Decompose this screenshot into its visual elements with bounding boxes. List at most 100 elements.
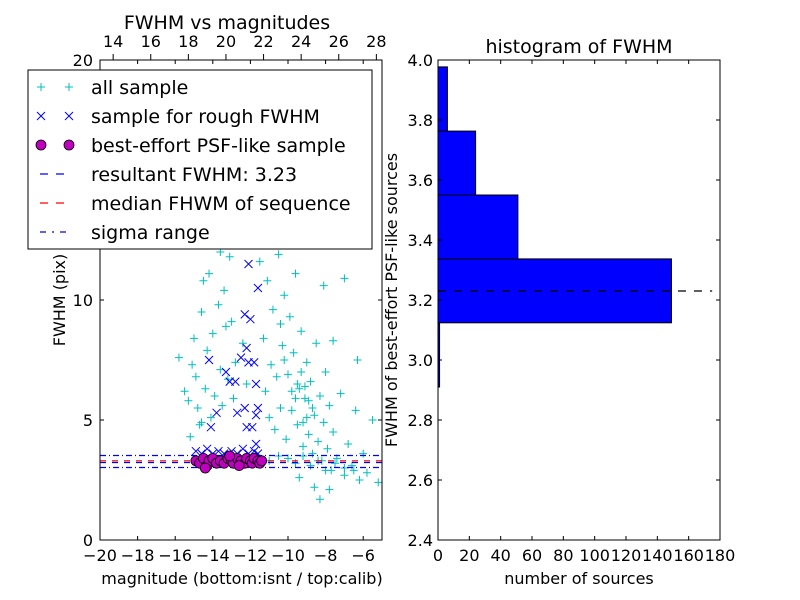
scatter-point-all-sample [304, 396, 313, 405]
legend-label: all sample [91, 77, 188, 99]
scatter-point-all-sample [308, 404, 317, 412]
scatter-point-all-sample [331, 459, 339, 468]
scatter-point-all-sample [293, 420, 302, 429]
y-tick-label: 3.6 [408, 171, 433, 190]
scatter-point-rough-sample [242, 343, 251, 353]
y-tick-label: 10 [73, 291, 93, 310]
scatter-point-all-sample [268, 305, 277, 314]
scatter-point-all-sample [310, 411, 319, 420]
x-tick-label: −12 [234, 546, 268, 565]
scatter-point-all-sample [340, 274, 349, 283]
scatter-point-all-sample [319, 418, 328, 427]
scatter-point-all-sample [323, 444, 332, 453]
histogram-ylabel: FWHM of best-effort PSF-like sources [382, 153, 401, 447]
scatter-point-all-sample [272, 372, 281, 381]
scatter-point-all-sample [203, 346, 212, 355]
scatter-point-all-sample [255, 257, 264, 266]
scatter-point-all-sample [190, 334, 198, 343]
scatter-point-all-sample [210, 392, 219, 400]
scatter-point-rough-sample [221, 367, 231, 377]
legend-circle-icon [35, 139, 47, 151]
top-x-tick-label: 22 [253, 32, 273, 51]
scatter-point-all-sample [304, 430, 313, 439]
scatter-point-rough-sample [251, 410, 261, 420]
scatter-point-all-sample [351, 406, 360, 415]
scatter-point-all-sample [302, 358, 311, 367]
scatter-point-all-sample [225, 252, 234, 261]
top-x-tick-label: 26 [329, 32, 349, 51]
legend-label: sample for rough FWHM [91, 106, 320, 128]
top-x-tick-label: 16 [141, 32, 161, 51]
scatter-point-rough-sample [242, 422, 251, 432]
scatter-point-all-sample [191, 372, 200, 381]
scatter-point-all-sample [206, 413, 215, 422]
scatter-point-all-sample [306, 377, 315, 386]
scatter-point-all-sample [238, 339, 247, 348]
scatter-point-all-sample [325, 401, 334, 410]
scatter-point-all-sample [197, 308, 206, 316]
scatter-point-all-sample [278, 341, 287, 350]
scatter-point-all-sample [329, 428, 338, 436]
scatter-point-all-sample [242, 380, 251, 388]
x-tick-label: −10 [271, 546, 305, 565]
scatter-point-all-sample [374, 478, 382, 487]
x-tick-label: −8 [314, 546, 338, 565]
scatter-point-all-sample [300, 382, 309, 391]
legend-plus-icon [65, 83, 73, 91]
y-tick-label: 4.0 [408, 51, 433, 70]
scatter-xlabel: magnitude (bottom:isnt / top:calib) [101, 569, 382, 588]
scatter-point-all-sample [312, 339, 321, 348]
legend-label: resultant FWHM: 3.23 [91, 164, 297, 186]
scatter-point-all-sample [188, 360, 197, 369]
scatter-point-all-sample [270, 425, 279, 434]
scatter-point-psf-sample [199, 462, 211, 474]
scatter-point-rough-sample [251, 439, 261, 449]
scatter-point-all-sample [295, 384, 304, 393]
scatter-point-all-sample [362, 468, 371, 477]
scatter-point-all-sample [214, 300, 223, 309]
scatter-point-rough-sample [231, 377, 240, 386]
x-tick-label: 120 [611, 546, 642, 565]
scatter-point-all-sample [220, 286, 229, 295]
scatter-point-all-sample [308, 449, 317, 458]
scatter-point-all-sample [315, 392, 324, 400]
scatter-point-psf-sample [224, 450, 236, 462]
scatter-point-rough-sample [251, 379, 261, 389]
top-x-tick-label: 20 [216, 32, 236, 51]
legend-circle-icon [63, 139, 75, 151]
x-tick-label: −18 [121, 546, 155, 565]
legend-plus-icon [37, 83, 45, 91]
y-tick-label: 5 [83, 411, 93, 430]
legend-x-icon [64, 111, 74, 121]
scatter-point-all-sample [174, 353, 183, 362]
y-tick-label: 20 [73, 51, 93, 70]
scatter-point-all-sample [289, 348, 298, 357]
scatter-point-all-sample [287, 406, 296, 415]
scatter-point-all-sample [208, 329, 217, 338]
scatter-point-rough-sample [246, 314, 255, 324]
scatter-point-all-sample [297, 327, 306, 336]
y-tick-label: 2.4 [408, 531, 433, 550]
scatter-point-rough-sample [240, 310, 250, 319]
legend: all sample sample for rough FWHM best-effo… [27, 69, 373, 250]
scatter-point-all-sample [199, 276, 208, 285]
scatter-point-rough-sample [240, 403, 250, 413]
y-tick-label: 3.0 [408, 351, 433, 370]
y-tick-label: 3.2 [408, 291, 433, 310]
scatter-point-all-sample [321, 368, 330, 376]
scatter-point-all-sample [197, 418, 206, 427]
top-x-tick-label: 24 [291, 32, 311, 51]
scatter-point-all-sample [193, 404, 202, 412]
x-tick-label: 80 [553, 546, 573, 565]
top-x-tick-label: 18 [178, 32, 198, 51]
scatter-point-rough-sample [244, 259, 253, 269]
scatter-point-all-sample [263, 276, 272, 285]
scatter-point-all-sample [315, 495, 324, 504]
scatter-point-all-sample [267, 360, 276, 369]
scatter-point-all-sample [205, 269, 214, 278]
scatter-point-rough-sample [204, 355, 214, 365]
scatter-point-all-sample [274, 250, 283, 259]
x-tick-label: −6 [351, 546, 375, 565]
x-tick-label: 100 [579, 546, 610, 565]
